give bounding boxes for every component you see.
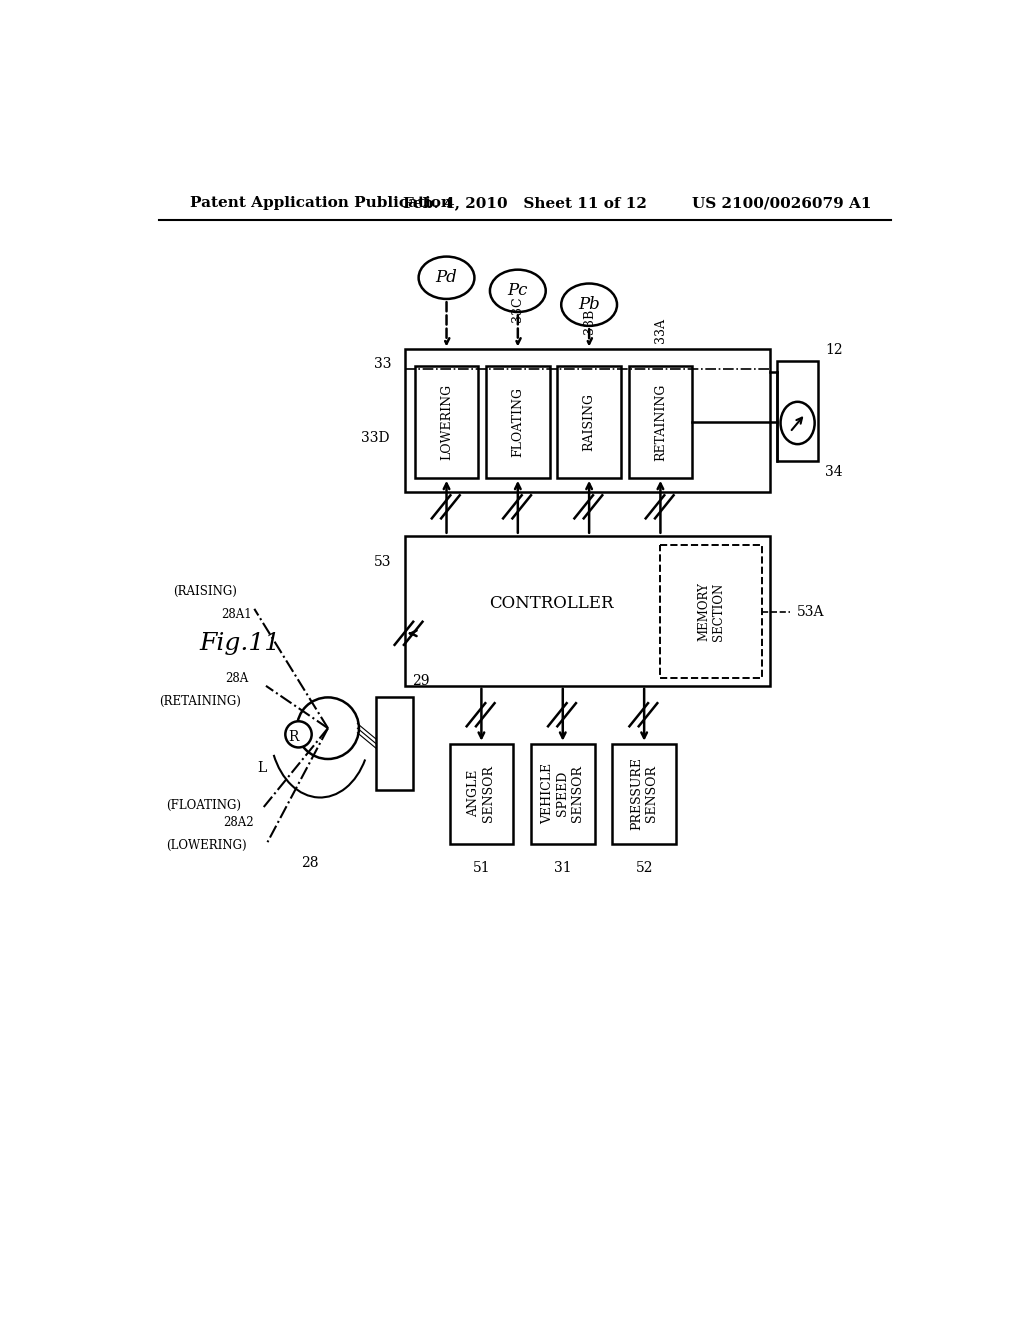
Text: 33D: 33D — [361, 430, 390, 445]
Ellipse shape — [561, 284, 617, 326]
Text: VEHICLE
SPEED
SENSOR: VEHICLE SPEED SENSOR — [542, 763, 585, 824]
Bar — [376, 697, 414, 789]
Text: Feb. 4, 2010   Sheet 11 of 12: Feb. 4, 2010 Sheet 11 of 12 — [402, 197, 647, 210]
Text: RETAINING: RETAINING — [654, 383, 667, 461]
Text: 29: 29 — [412, 675, 429, 688]
Ellipse shape — [489, 269, 546, 312]
Text: 28A: 28A — [225, 672, 249, 685]
Bar — [415, 367, 478, 478]
Text: CONTROLLER: CONTROLLER — [488, 595, 613, 611]
Text: 33A: 33A — [654, 318, 667, 343]
Text: MEMORY
SECTION: MEMORY SECTION — [697, 582, 725, 642]
Text: 28A1: 28A1 — [221, 607, 252, 620]
Text: US 2100/0026079 A1: US 2100/0026079 A1 — [692, 197, 872, 210]
Text: Patent Application Publication: Patent Application Publication — [190, 197, 452, 210]
Text: 31: 31 — [554, 861, 571, 875]
Bar — [406, 536, 770, 686]
Text: 33B: 33B — [583, 309, 596, 334]
Text: 34: 34 — [825, 465, 843, 479]
Bar — [629, 367, 692, 478]
Bar — [557, 367, 621, 478]
Text: (RETAINING): (RETAINING) — [160, 694, 241, 708]
Text: 52: 52 — [636, 861, 653, 875]
Text: (RAISING): (RAISING) — [173, 585, 237, 598]
Ellipse shape — [419, 256, 474, 298]
Text: Pb: Pb — [579, 296, 600, 313]
Text: 28A2: 28A2 — [223, 816, 254, 829]
Bar — [612, 743, 676, 843]
Bar — [486, 367, 550, 478]
Ellipse shape — [297, 697, 359, 759]
Bar — [531, 743, 595, 843]
Text: R: R — [288, 730, 298, 744]
Text: 33C: 33C — [511, 297, 524, 322]
Text: FLOATING: FLOATING — [511, 387, 524, 457]
Text: L: L — [257, 762, 266, 775]
Text: 51: 51 — [473, 861, 490, 875]
Text: ANGLE
SENSOR: ANGLE SENSOR — [467, 766, 496, 822]
Bar — [406, 350, 770, 492]
Text: Pc: Pc — [508, 282, 528, 300]
Text: (FLOATING): (FLOATING) — [166, 799, 241, 812]
Bar — [450, 743, 513, 843]
Bar — [660, 545, 763, 678]
Text: RAISING: RAISING — [583, 393, 596, 451]
Text: 53A: 53A — [798, 605, 824, 619]
Text: 33: 33 — [374, 358, 391, 371]
Text: (LOWERING): (LOWERING) — [166, 838, 247, 851]
Text: Pd: Pd — [435, 269, 458, 286]
Text: 12: 12 — [825, 343, 843, 358]
Text: PRESSURE
SENSOR: PRESSURE SENSOR — [630, 758, 658, 830]
Text: 53: 53 — [374, 554, 391, 569]
Text: Fig.11: Fig.11 — [200, 632, 281, 655]
Bar — [777, 360, 818, 461]
Text: LOWERING: LOWERING — [440, 384, 453, 461]
Text: 28: 28 — [301, 855, 318, 870]
Ellipse shape — [780, 401, 815, 444]
Ellipse shape — [286, 721, 311, 747]
